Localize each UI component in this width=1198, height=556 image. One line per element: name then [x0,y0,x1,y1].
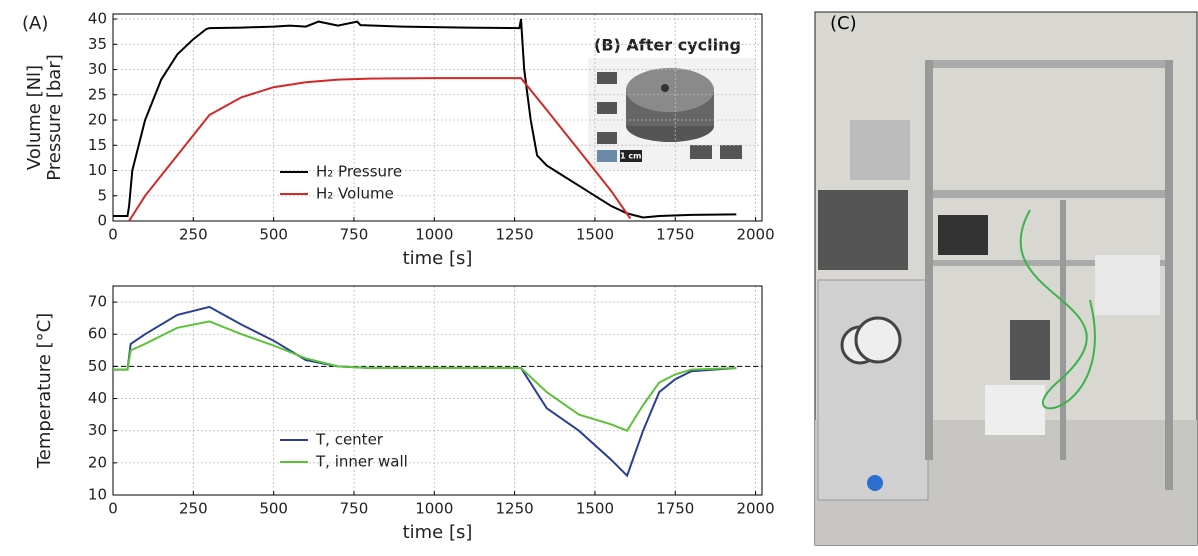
x-tick-label: 500 [259,500,288,518]
legend-label: H₂ Volume [316,185,394,203]
x-tick-label: 1250 [496,500,534,518]
x-tick-label: 500 [259,226,288,244]
x-tick-label: 750 [340,226,369,244]
x-tick-label: 1500 [576,226,614,244]
x-tick-label: 1750 [656,500,694,518]
inset-label: (B) After cycling [594,36,741,55]
series-line [128,77,632,222]
y-axis-label: Pressure [bar] [44,54,65,180]
x-tick-label: 750 [340,500,369,518]
x-tick-label: 250 [179,226,208,244]
x-tick-label: 1250 [496,226,534,244]
y-tick-label: 15 [88,136,107,154]
x-tick-label: 0 [108,500,118,518]
legend-label: H₂ Pressure [316,163,402,181]
y-tick-label: 40 [88,389,107,407]
y-tick-label: 40 [88,10,107,28]
series-line [113,320,737,432]
x-tick-label: 2000 [736,226,774,244]
scale-label: 1 cm [620,152,641,161]
y-tick-label: 10 [88,486,107,504]
y-tick-label: 70 [88,293,107,311]
panel-label: (A) [22,13,48,34]
y-tick-label: 10 [88,161,107,179]
plot-frame [112,285,763,496]
y-tick-label: 25 [88,85,107,103]
y-tick-label: 30 [88,60,107,78]
x-tick-label: 1500 [576,500,614,518]
x-axis-label: time [s] [403,522,473,543]
series-line [113,18,737,219]
y-tick-label: 60 [88,325,107,343]
legend-label: T, inner wall [315,453,408,471]
y-tick-label: 20 [88,111,107,129]
photo [814,11,1198,546]
y-tick-label: 0 [97,212,107,230]
y-tick-label: 50 [88,357,107,375]
x-tick-label: 0 [108,226,118,244]
y-axis-label: Temperature [°C] [34,313,55,469]
y-tick-label: 5 [97,186,107,204]
x-tick-label: 1000 [415,500,453,518]
inset-photo [588,58,756,170]
x-tick-label: 2000 [736,500,774,518]
x-tick-label: 1000 [415,226,453,244]
y-tick-label: 35 [88,35,107,53]
series-line [113,305,737,478]
y-axis-label: Volume [Nl] [24,65,45,170]
x-tick-label: 250 [179,500,208,518]
y-tick-label: 20 [88,453,107,471]
plot-frame [112,13,763,222]
x-axis-label: time [s] [403,248,473,269]
legend-label: T, center [315,431,384,449]
x-tick-label: 1750 [656,226,694,244]
panel-label: (C) [830,13,857,34]
y-tick-label: 30 [88,421,107,439]
